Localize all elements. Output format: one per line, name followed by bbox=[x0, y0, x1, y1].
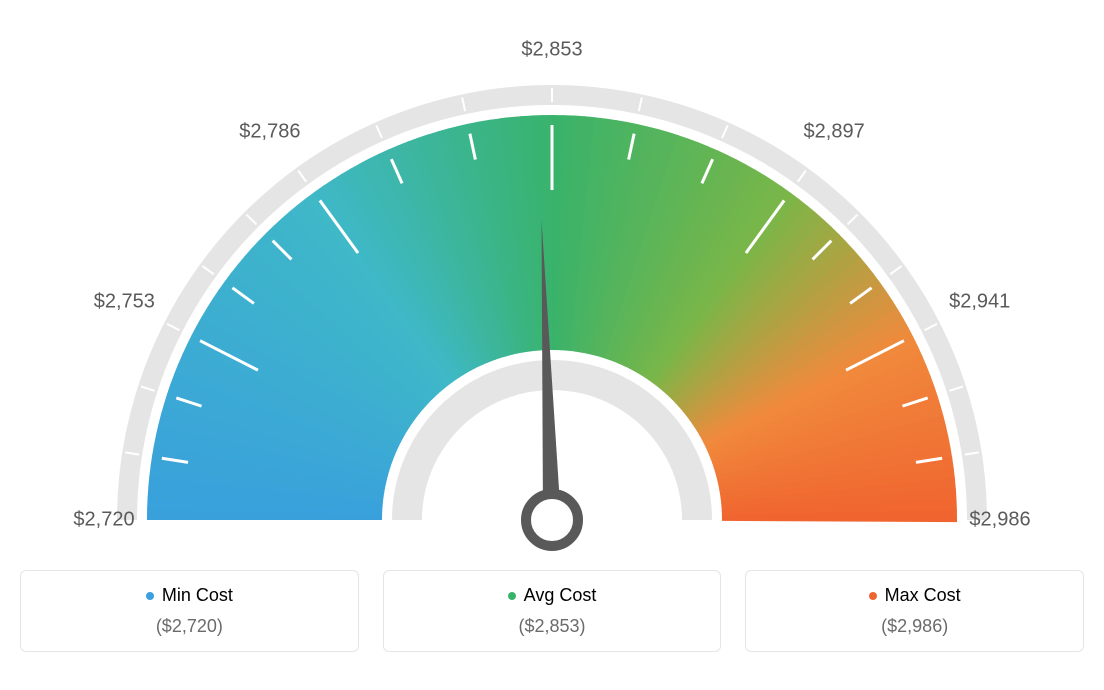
gauge-tick-label: $2,986 bbox=[969, 509, 1030, 532]
legend-value-max: ($2,986) bbox=[764, 616, 1065, 637]
legend-title-avg: Avg Cost bbox=[508, 585, 597, 606]
gauge-tick-label: $2,753 bbox=[94, 291, 155, 314]
legend-dot-min bbox=[146, 592, 154, 600]
legend-label-min: Min Cost bbox=[162, 585, 233, 606]
legend-dot-avg bbox=[508, 592, 516, 600]
legend-label-max: Max Cost bbox=[885, 585, 961, 606]
cost-gauge-chart: $2,720 $2,753 $2,786 $2,853 $2,897 $2,941 $2,9… bbox=[20, 20, 1084, 652]
legend-dot-max bbox=[869, 592, 877, 600]
legend-card-max: Max Cost ($2,986) bbox=[745, 570, 1084, 652]
gauge-tick-label: $2,853 bbox=[521, 39, 582, 62]
gauge-tick-label: $2,941 bbox=[949, 291, 1010, 314]
legend-card-min: Min Cost ($2,720) bbox=[20, 570, 359, 652]
gauge-tick-label: $2,786 bbox=[239, 120, 300, 143]
gauge-svg bbox=[20, 20, 1084, 560]
gauge-area: $2,720 $2,753 $2,786 $2,853 $2,897 $2,941 $2,9… bbox=[20, 20, 1084, 560]
legend-card-avg: Avg Cost ($2,853) bbox=[383, 570, 722, 652]
legend-title-min: Min Cost bbox=[146, 585, 233, 606]
gauge-tick-label: $2,897 bbox=[804, 120, 865, 143]
legend-title-max: Max Cost bbox=[869, 585, 961, 606]
legend-value-min: ($2,720) bbox=[39, 616, 340, 637]
gauge-tick-label: $2,720 bbox=[73, 509, 134, 532]
legend-value-avg: ($2,853) bbox=[402, 616, 703, 637]
legend-row: Min Cost ($2,720) Avg Cost ($2,853) Max … bbox=[20, 570, 1084, 652]
legend-label-avg: Avg Cost bbox=[524, 585, 597, 606]
